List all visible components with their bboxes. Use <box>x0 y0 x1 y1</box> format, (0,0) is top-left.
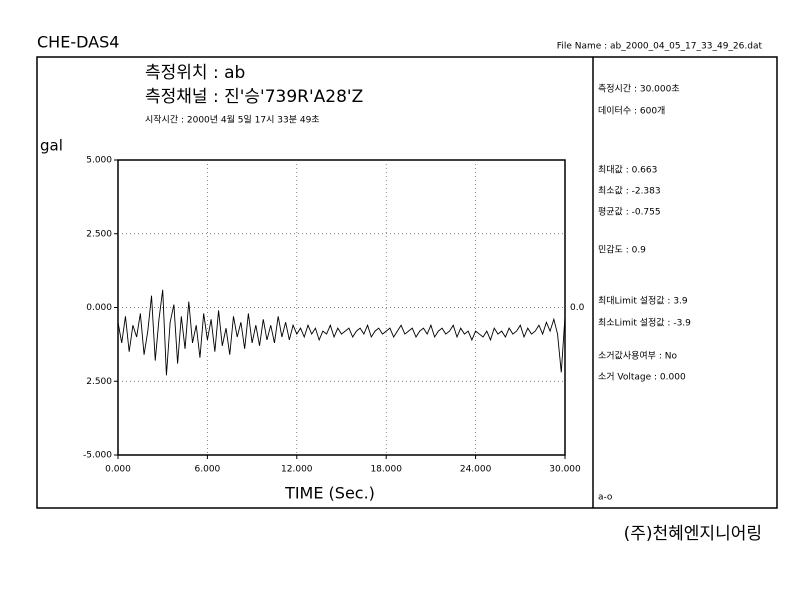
y-tick-label: 0.000 <box>86 303 112 313</box>
info-line: 소거값사용여부 : No <box>598 350 677 362</box>
chart-title: 측정위치 : ab <box>145 63 245 83</box>
x-axis-label: TIME (Sec.) <box>284 484 375 503</box>
x-tick-label: 12.000 <box>281 465 313 475</box>
chart-subtitle: 측정채널 : 진'승'739R'A28'Z <box>145 87 363 107</box>
info-line: 최소Limit 설정값 : -3.9 <box>598 317 691 329</box>
info-line: 평균값 : -0.755 <box>598 206 661 218</box>
system-name: CHE-DAS4 <box>37 33 119 52</box>
y-tick-label: 2.500 <box>86 229 112 239</box>
info-line: 민감도 : 0.9 <box>598 244 646 256</box>
y-axis-label: gal <box>40 137 63 155</box>
x-tick-label: 24.000 <box>460 465 492 475</box>
start-time: 시작시간 : 2000년 4월 5일 17시 33분 49초 <box>145 114 320 126</box>
outer-frame <box>36 56 778 509</box>
signal-line <box>117 289 566 376</box>
y-tick-label: 5.000 <box>86 156 112 166</box>
y-tick-label: 2.500 <box>86 377 112 387</box>
y-tick-label: -5.000 <box>83 451 112 461</box>
x-tick-label: 6.000 <box>195 465 221 475</box>
info-line: 소거 Voltage : 0.000 <box>598 372 686 383</box>
footer: (주)천혜엔지니어링 <box>624 524 762 544</box>
info-line: 최대값 : 0.663 <box>598 164 657 176</box>
panel-code: a-o <box>598 493 613 503</box>
info-line: 최대Limit 설정값 : 3.9 <box>598 295 688 307</box>
x-tick-label: 18.000 <box>370 465 402 475</box>
x-tick-label: 0.000 <box>105 465 131 475</box>
y2-tick-label: 0.0 <box>570 303 585 313</box>
x-tick-label: 30.000 <box>549 465 581 475</box>
info-line: 데이터수 : 600개 <box>598 106 665 117</box>
info-line: 최소값 : -2.383 <box>598 185 661 197</box>
info-line: 측정시간 : 30.000초 <box>598 84 680 95</box>
plot-frame <box>117 159 566 456</box>
file-name: File Name : ab_2000_04_05_17_33_49_26.da… <box>557 42 763 52</box>
